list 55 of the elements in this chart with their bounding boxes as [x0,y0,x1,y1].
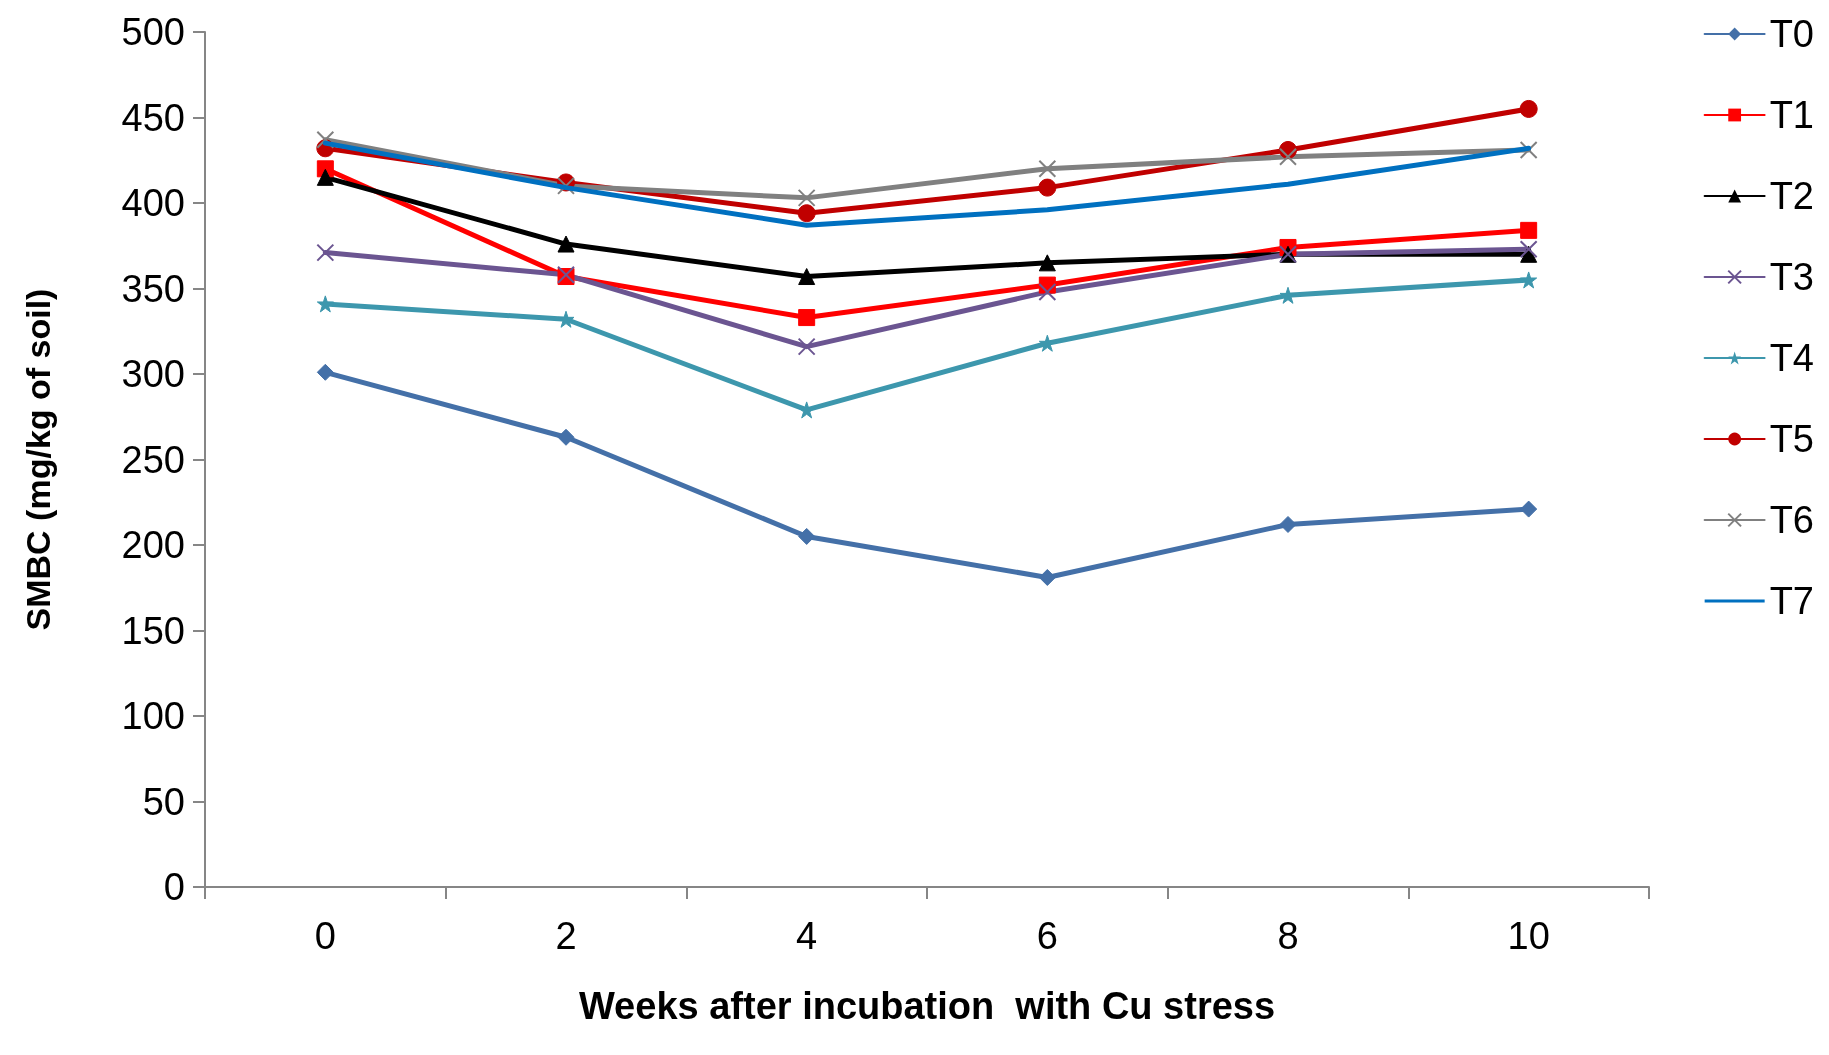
y-axis-title: SMBC (mg/kg of soil) [19,288,57,631]
y-tick-label: 100 [121,695,185,737]
point [1279,147,1297,166]
legend-label: T5 [1769,418,1815,460]
x-tick-label: 2 [555,915,577,957]
point [1038,568,1056,586]
point [1038,254,1056,272]
x-tick-label: 0 [314,915,336,957]
point [797,337,816,356]
point [798,268,816,286]
x-axis-title: Weeks after incubation with Cu stress [578,985,1276,1027]
legend-label: T2 [1769,175,1815,217]
legend-label: T7 [1769,580,1815,622]
point [1038,159,1057,178]
point [798,527,816,545]
point [316,168,334,186]
legend-label: T4 [1769,337,1815,379]
point [1279,286,1297,304]
y-tick-label: 300 [121,353,185,395]
point [1038,178,1057,197]
y-tick-label: 200 [121,524,185,566]
point [1519,140,1538,159]
y-tick-label: 150 [121,609,185,652]
point [1519,240,1538,259]
y-tick-label: 400 [121,182,185,224]
point [797,204,816,223]
point [1038,282,1057,301]
point [1520,271,1538,289]
point [557,310,575,328]
x-tick-label: 6 [1036,915,1058,957]
x-tick-label: 8 [1277,915,1299,957]
y-tick-label: 250 [121,438,185,481]
point [798,309,816,327]
y-tick-label: 450 [121,96,185,139]
point [557,235,575,253]
legend-label: T0 [1769,13,1815,55]
point [316,363,334,381]
x-tick-label: 4 [796,915,818,957]
y-tick-label: 50 [142,780,185,823]
x-tick-label: 10 [1507,915,1550,957]
legend-label: T3 [1769,256,1815,298]
point [797,188,816,207]
point [1279,515,1297,533]
y-tick-label: 350 [121,267,185,310]
y-tick-label: 0 [163,866,185,908]
point [1520,221,1538,239]
point [557,428,575,446]
point [316,243,335,262]
point [316,295,334,313]
legend-label: T6 [1769,499,1815,541]
y-tick-label: 500 [121,11,185,53]
point [1520,500,1538,518]
point [316,130,335,149]
point [1519,99,1538,118]
legend-label: T1 [1769,94,1815,136]
